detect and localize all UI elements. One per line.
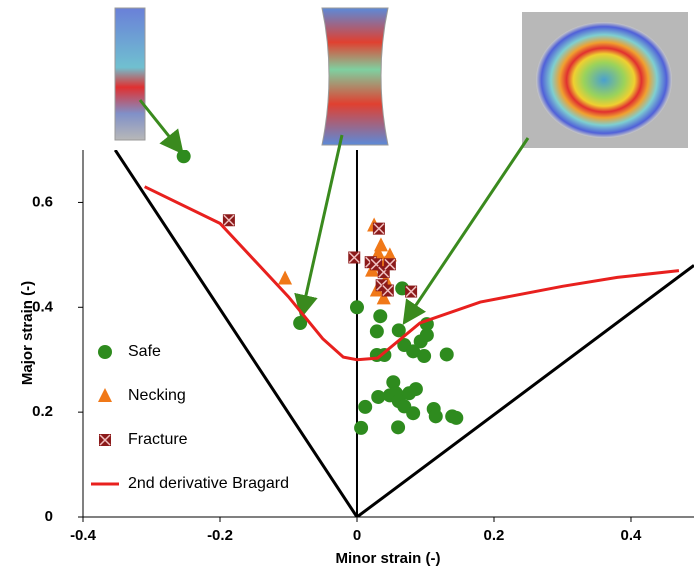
x-axis-label: Minor strain (-)	[336, 550, 441, 567]
point	[348, 251, 361, 264]
point	[358, 399, 373, 414]
point-cross	[348, 251, 360, 264]
point	[405, 285, 418, 298]
point	[439, 347, 454, 362]
point	[382, 247, 397, 262]
y-tick-label: 0.2	[32, 403, 53, 420]
point	[383, 258, 396, 271]
point	[349, 300, 364, 315]
point	[419, 328, 434, 343]
point	[417, 349, 432, 364]
y-tick-label: 0	[45, 508, 53, 525]
point	[176, 150, 191, 164]
point	[428, 409, 443, 424]
point	[371, 245, 386, 260]
point	[373, 237, 388, 252]
x-tick-label: 0.2	[484, 527, 505, 544]
point-cross	[384, 258, 396, 270]
point-cross	[373, 223, 385, 235]
legend-label: Safe	[128, 343, 161, 360]
point	[354, 420, 369, 435]
arrows	[138, 99, 530, 325]
point	[98, 388, 112, 402]
point	[391, 420, 406, 435]
curve	[143, 185, 680, 362]
point	[386, 375, 401, 390]
x-tick-label: 0.4	[621, 527, 643, 544]
x-tick-label: 0	[353, 527, 361, 544]
x-tick-label: -0.4	[70, 527, 97, 544]
x-tick-label: -0.2	[207, 527, 233, 544]
point-cross	[223, 214, 235, 226]
point-cross	[99, 434, 111, 446]
point	[372, 222, 385, 235]
y-tick-label: 0.4	[32, 298, 54, 315]
point	[222, 214, 235, 227]
plot-area	[113, 150, 694, 517]
point	[406, 344, 421, 359]
legend-label: Fracture	[128, 431, 188, 448]
point	[381, 284, 394, 297]
point	[98, 345, 112, 359]
point	[293, 316, 308, 331]
reference-line	[113, 150, 694, 517]
point	[369, 324, 384, 339]
point	[408, 382, 423, 397]
point	[373, 309, 388, 324]
point	[406, 406, 421, 421]
point-cross	[405, 286, 417, 298]
point-cross	[382, 284, 394, 297]
legend-label: Necking	[128, 387, 186, 404]
point	[449, 410, 464, 425]
legend-label: 2nd derivative Bragard	[128, 475, 289, 492]
point	[376, 290, 391, 305]
photos	[114, 7, 688, 148]
point	[278, 270, 293, 285]
point	[391, 323, 406, 338]
point	[99, 434, 111, 446]
y-tick-label: 0.6	[32, 193, 53, 210]
point	[371, 389, 386, 404]
y-axis-label: Major strain (-)	[19, 281, 36, 385]
